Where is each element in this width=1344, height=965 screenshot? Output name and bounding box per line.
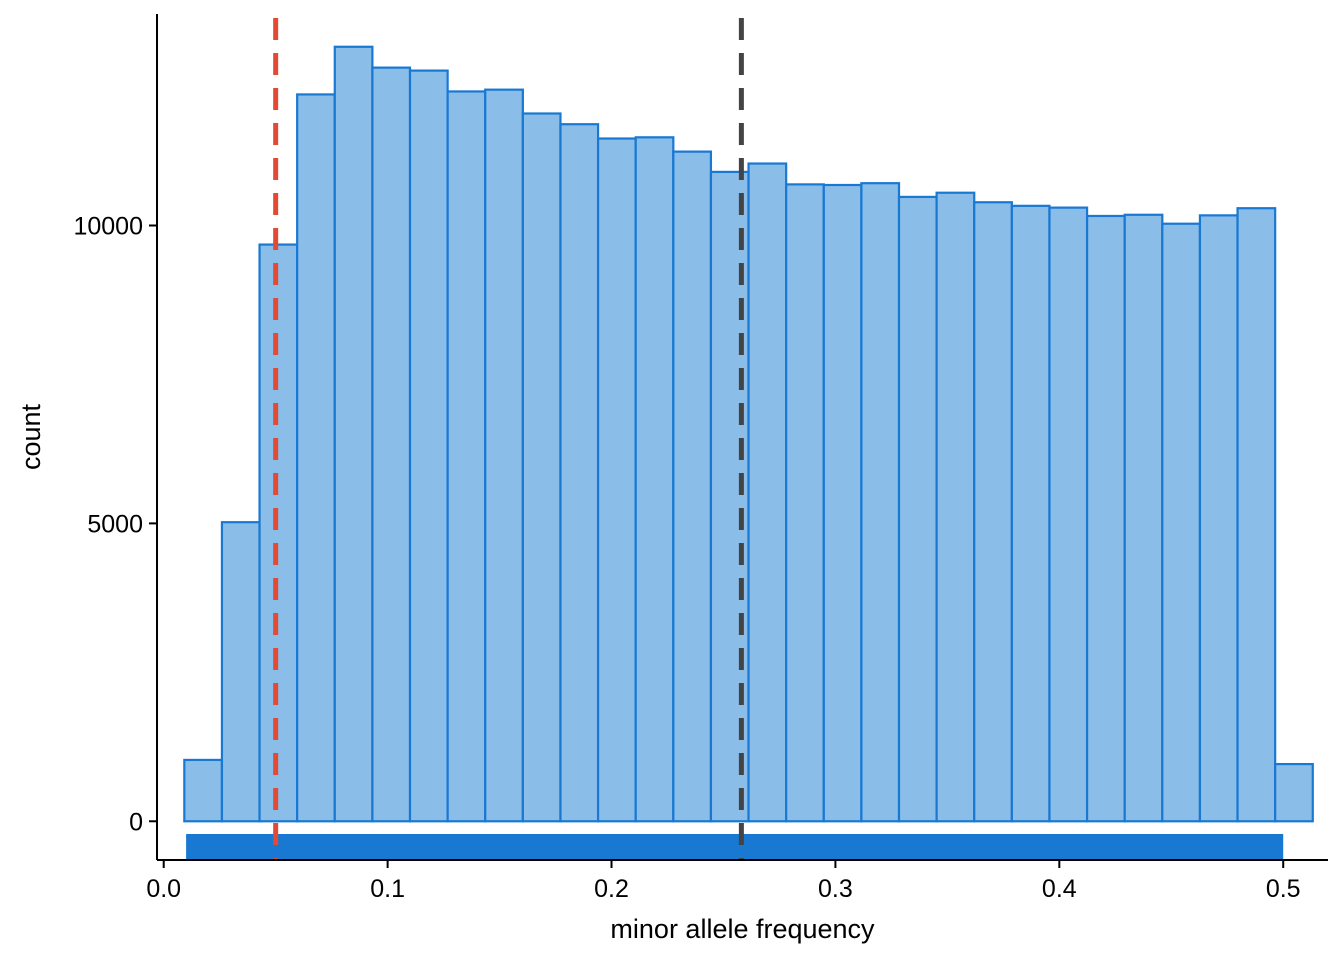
histogram-bar [935,191,976,823]
x-tick-label: 0.2 [594,875,629,903]
histogram-bar [897,195,938,823]
histogram-bar [1161,222,1202,823]
histogram-bar [1198,214,1239,823]
histogram-bar [484,88,524,823]
histogram-bar [822,183,863,823]
histogram-bar [333,45,374,823]
y-tick-label: 0 [129,808,143,836]
histogram-bar [672,150,713,823]
y-tick-label: 5000 [87,510,143,538]
axes-layer [156,14,1328,861]
x-axis-label: minor allele frequency [610,914,875,944]
histogram-bar [258,243,299,823]
bars-layer [183,45,1314,823]
histogram-bar [1048,206,1089,823]
y-ticks-layer: 0 5000 10000 [73,213,157,836]
x-ticks-layer: 0.0 0.1 0.2 0.3 0.4 0.5 [146,860,1301,903]
histogram-bar [747,162,788,823]
histogram-bar [220,521,261,823]
histogram-bar [559,123,600,823]
x-tick-label: 0.0 [146,875,181,903]
histogram-bar [1123,213,1164,823]
histogram-bar [446,90,487,823]
rug-band [186,834,1284,860]
histogram-bar [785,183,825,823]
histogram-bar [860,182,901,823]
x-tick-label: 0.5 [1266,875,1301,903]
y-tick-label: 10000 [73,213,143,241]
x-tick-label: 0.1 [370,875,405,903]
x-tick-label: 0.4 [1042,875,1077,903]
histogram-bar [521,112,562,823]
histogram-bar [371,66,412,823]
y-axis-label: count [16,403,46,470]
histogram-bar [973,201,1013,823]
histogram-bar [1236,207,1277,823]
histogram-bar [634,136,675,823]
histogram-bar [408,69,449,823]
histogram-bar [1085,214,1126,823]
histogram-bar [183,758,224,823]
histogram-bar [1274,762,1314,823]
histogram-bar [1010,204,1051,823]
histogram-bar [296,93,336,823]
reference-lines-layer [273,18,744,860]
histogram-bar [596,137,637,823]
x-tick-label: 0.3 [818,875,853,903]
rug-layer [186,834,1284,860]
